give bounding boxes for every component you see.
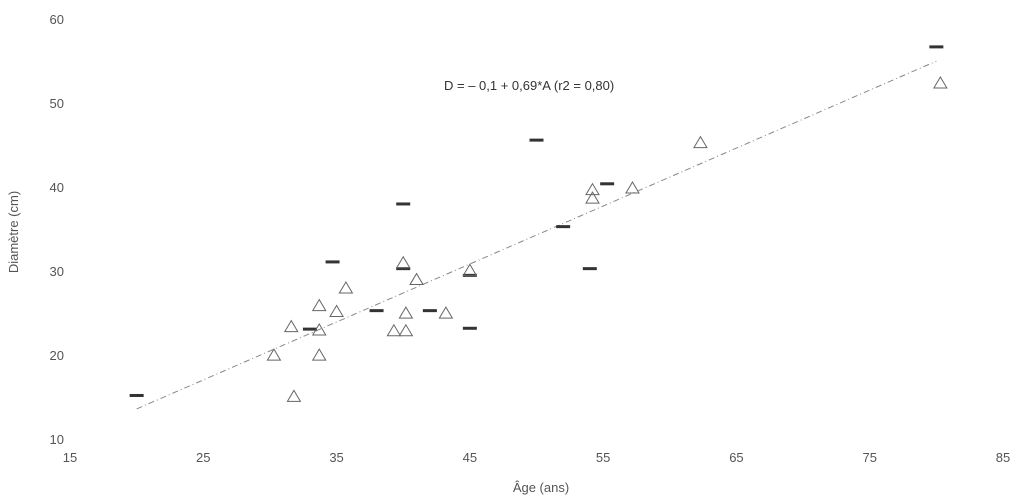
y-tick-label: 50	[50, 96, 64, 111]
data-points	[129, 45, 948, 402]
triangle-marker	[585, 182, 600, 196]
x-tick-label: 15	[63, 450, 77, 465]
y-tick-label: 30	[50, 264, 64, 279]
regression-line	[136, 60, 937, 410]
y-tick-label: 20	[50, 348, 64, 363]
triangle-marker	[932, 76, 948, 89]
y-axis-ticks: 10 20 30 40 50 60	[50, 12, 64, 447]
x-tick-label: 25	[196, 450, 210, 465]
triangle-marker	[386, 323, 402, 337]
triangle-marker	[409, 272, 424, 286]
x-axis-label: Âge (ans)	[513, 480, 569, 495]
triangle-marker	[398, 323, 414, 337]
x-tick-label: 85	[996, 450, 1010, 465]
dash-marker	[929, 45, 944, 49]
dash-marker	[600, 182, 615, 186]
triangle-marker	[438, 306, 454, 319]
triangle-marker	[283, 319, 299, 333]
x-tick-label: 35	[329, 450, 343, 465]
triangle-marker	[338, 280, 354, 294]
triangle-marker	[395, 255, 411, 269]
y-axis-label: Diamètre (cm)	[6, 191, 21, 273]
dash-marker	[556, 225, 571, 229]
triangle-marker	[398, 306, 414, 319]
y-tick-label: 60	[50, 12, 64, 27]
x-tick-label: 45	[463, 450, 477, 465]
triangle-marker	[311, 322, 327, 336]
triangle-marker	[625, 181, 640, 194]
triangle-marker	[311, 298, 327, 312]
dash-marker	[396, 267, 411, 271]
regression-equation: D = – 0,1 + 0,69*A (r2 = 0,80)	[444, 78, 614, 93]
dash-marker	[582, 267, 597, 271]
triangle-marker	[266, 348, 282, 361]
dash-marker	[396, 202, 411, 206]
dash-marker	[302, 327, 317, 331]
triangle-marker	[462, 263, 478, 276]
triangle-marker	[286, 389, 302, 402]
triangle-marker	[693, 135, 708, 149]
dash-marker	[129, 393, 144, 397]
y-tick-label: 10	[50, 432, 64, 447]
x-tick-label: 75	[862, 450, 876, 465]
dash-marker	[529, 138, 544, 142]
dash-marker	[462, 326, 477, 330]
x-axis-ticks: 15 25 35 45 55 65 75 85	[63, 450, 1010, 465]
dash-marker	[325, 260, 340, 264]
triangle-marker	[329, 304, 344, 317]
dash-marker	[369, 309, 384, 313]
triangle-marker	[585, 191, 600, 204]
x-tick-label: 65	[729, 450, 743, 465]
triangle-marker	[311, 348, 327, 361]
dash-marker	[422, 309, 437, 313]
x-tick-label: 55	[596, 450, 610, 465]
y-tick-label: 40	[50, 180, 64, 195]
